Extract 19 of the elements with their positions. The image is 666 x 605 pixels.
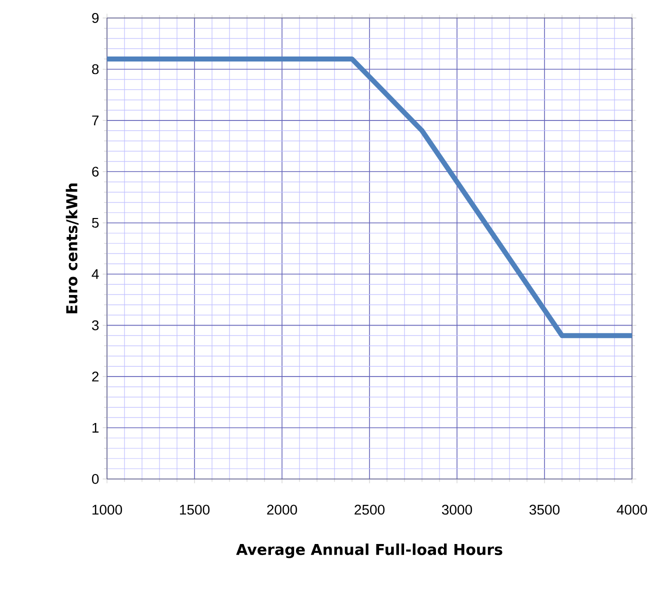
x-tick-label: 1000 <box>92 504 122 515</box>
y-tick-label: 7 <box>92 116 99 126</box>
x-tick-label: 4000 <box>616 504 648 515</box>
y-tick-label: 6 <box>92 166 99 177</box>
x-tick-label: 3000 <box>442 504 472 515</box>
y-tick-label: 4 <box>92 269 99 279</box>
x-tick-label: 1500 <box>180 504 210 515</box>
y-tick-label: 2 <box>92 372 99 382</box>
x-axis-title: Average Annual Full-load Hours <box>236 544 502 558</box>
y-tick-label: 1 <box>92 422 99 433</box>
y-tick-label: 0 <box>92 474 99 484</box>
y-tick-label: 5 <box>92 218 99 228</box>
y-axis-title: Euro cents/kWh <box>66 183 79 314</box>
x-tick-label: 3500 <box>529 504 560 515</box>
y-tick-label: 8 <box>92 64 99 74</box>
x-tick-label: 2500 <box>354 504 385 515</box>
y-tick-label: 3 <box>92 320 99 330</box>
x-tick-label: 2000 <box>267 504 298 515</box>
y-tick-label: 9 <box>92 13 99 23</box>
